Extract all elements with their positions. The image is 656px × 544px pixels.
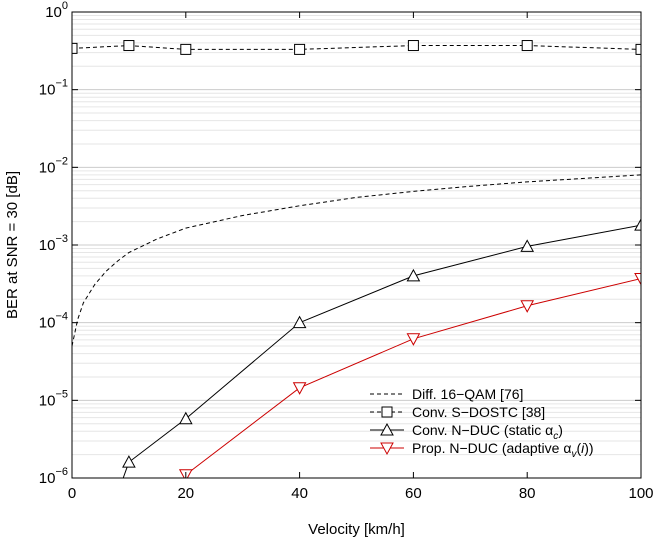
- series-3: [122, 218, 641, 478]
- series-2-line: [72, 45, 641, 50]
- grid-lines: [72, 15, 641, 479]
- x-tick-label: 60: [405, 485, 422, 502]
- legend-label-1: Diff. 16−QAM [76]: [412, 386, 523, 402]
- series-2-point: [72, 42, 78, 54]
- series-4-point: [520, 300, 535, 313]
- y-tick-label: 10−4: [39, 311, 68, 332]
- legend-marker-3: [380, 422, 394, 436]
- series-4-point: [634, 273, 641, 286]
- series-4-point: [292, 382, 307, 395]
- series-3-point: [292, 315, 307, 329]
- series-2: [72, 40, 641, 55]
- y-tick-label: 10−3: [39, 233, 68, 254]
- series-3-point: [634, 218, 641, 231]
- y-tick-label: 100: [45, 0, 68, 21]
- series-layer: [72, 40, 641, 478]
- legend-label-4: Prop. N−DUC (adaptive αv(i)): [412, 440, 594, 460]
- series-3-point: [122, 455, 136, 468]
- series-4-point: [406, 333, 421, 346]
- y-tick-label: 10−5: [39, 388, 68, 409]
- legend-label-3: Conv. N−DUC (static αc): [412, 422, 563, 442]
- series-2-point: [521, 40, 533, 52]
- x-tick-label: 40: [291, 485, 308, 502]
- y-tick-label: 10−1: [39, 78, 68, 99]
- legend-marker-2: [381, 406, 393, 418]
- series-2-point: [180, 43, 192, 55]
- series-1-line: [72, 174, 641, 347]
- series-3-point: [178, 411, 193, 425]
- x-tick-label: 0: [68, 485, 76, 502]
- y-tick-label: 10−2: [39, 155, 68, 176]
- x-axis-label: Velocity [km/h]: [308, 521, 405, 538]
- y-axis-label: BER at SNR = 30 [dB]: [4, 171, 21, 319]
- legend-label-2: Conv. S−DOSTC [38]: [412, 404, 545, 420]
- y-tick-label: 10−6: [39, 466, 68, 487]
- series-3-point: [406, 268, 421, 282]
- series-3-point: [520, 239, 535, 252]
- series-2-point: [123, 40, 135, 52]
- series-2-point: [407, 40, 419, 52]
- series-2-point: [294, 43, 306, 55]
- axis-ticks: 0 20 40 60 80 100 10−6 10−5 10−4 10−3 10−2 10−1 100: [39, 0, 654, 502]
- x-tick-label: 80: [519, 485, 536, 502]
- series-1: [72, 174, 641, 347]
- x-tick-label: 100: [628, 485, 653, 502]
- legend-marker-4: [380, 442, 394, 456]
- legend: Diff. 16−QAM [76] Conv. S−DOSTC [38] Conv.…: [370, 386, 594, 460]
- series-2-point: [635, 43, 641, 55]
- x-tick-label: 20: [177, 485, 194, 502]
